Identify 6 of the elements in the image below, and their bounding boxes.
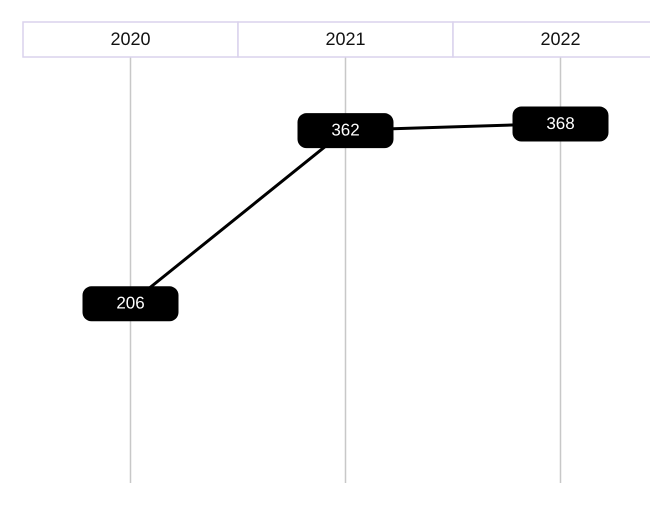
data-label: 368 bbox=[546, 114, 575, 133]
data-label: 362 bbox=[331, 120, 360, 140]
x-tick-label: 2020 bbox=[110, 28, 151, 49]
data-label: 206 bbox=[116, 294, 145, 313]
x-tick-label: 2022 bbox=[540, 28, 581, 49]
x-tick-label: 2021 bbox=[325, 28, 366, 49]
